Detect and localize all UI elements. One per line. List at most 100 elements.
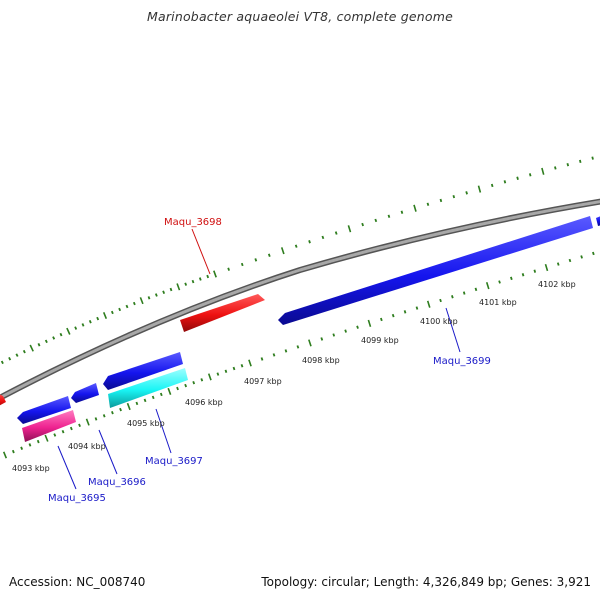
outer-tick [280, 247, 285, 255]
gene-maqu-3695[interactable] [22, 410, 76, 442]
inner-tick [474, 287, 478, 292]
inner-tick [320, 337, 324, 341]
outer-tick [198, 277, 202, 281]
gene-blue-left[interactable] [17, 396, 71, 424]
inner-tick [248, 359, 252, 367]
inner-tick [159, 392, 163, 397]
outer-tick [227, 267, 230, 271]
inner-tick [272, 353, 276, 357]
inner-tick [462, 291, 466, 295]
outer-tick [213, 270, 217, 278]
inner-tick [260, 357, 264, 361]
outer-tick [132, 301, 136, 306]
inner-tick [44, 434, 49, 442]
inner-tick [102, 414, 106, 418]
scale-label: 4100 kbp [420, 317, 458, 326]
outer-tick [413, 204, 417, 212]
inner-tick [36, 439, 40, 444]
inner-tick [403, 310, 407, 314]
outer-tick [465, 191, 468, 195]
outer-tick [88, 319, 92, 324]
outer-tick [139, 297, 144, 305]
outer-tick [81, 323, 85, 327]
leader-maqu-3696 [98, 429, 118, 475]
gene-partial-right-blue [596, 216, 600, 226]
outer-tick [59, 332, 63, 337]
gene-maqu-3697[interactable] [108, 368, 188, 408]
genome-backbone-highlight [0, 200, 600, 400]
inner-tick [135, 401, 139, 406]
outer-tick [191, 279, 195, 284]
outer-tick [579, 159, 582, 164]
inner-tick [426, 300, 431, 308]
leader-maqu-3695 [57, 445, 77, 490]
outer-tick [503, 180, 507, 184]
gene-label-maqu-3698[interactable]: Maqu_3698 [164, 217, 222, 228]
inner-tick [207, 373, 212, 381]
outer-tick [74, 326, 78, 330]
outer-tick [147, 296, 151, 300]
leader-maqu-3698 [191, 228, 211, 275]
outer-tick [254, 258, 258, 262]
outer-tick [528, 173, 532, 177]
outer-tick [267, 253, 271, 257]
inner-tick [69, 426, 73, 431]
inner-tick [143, 398, 147, 403]
outer-tick [426, 202, 430, 206]
accession-text: Accession: NC_008740 [9, 575, 146, 589]
inner-tick [78, 423, 81, 428]
gene-label-maqu-3699[interactable]: Maqu_3699 [433, 356, 491, 367]
inner-tick [592, 251, 595, 256]
inner-tick [2, 451, 8, 459]
inner-tick [533, 269, 537, 273]
gene-label-maqu-3697[interactable]: Maqu_3697 [145, 456, 203, 467]
inner-tick [451, 295, 454, 299]
outer-tick [490, 183, 494, 188]
outer-tick [169, 287, 173, 292]
genome-summary-text: Topology: circular; Length: 4,326,849 bp… [261, 575, 591, 589]
outer-tick [52, 336, 56, 340]
scale-label: 4097 kbp [244, 377, 282, 386]
gene-blue-small[interactable] [71, 383, 99, 403]
gene-partial-left-red [0, 394, 6, 406]
outer-tick [477, 185, 482, 193]
scale-label: 4098 kbp [302, 356, 340, 365]
inner-tick [284, 349, 288, 353]
outer-tick [66, 327, 71, 335]
inner-tick [184, 383, 188, 388]
outer-tick [184, 282, 188, 286]
inner-tick [556, 262, 560, 266]
inner-tick [53, 433, 57, 437]
inner-tick [415, 306, 419, 310]
inner-tick [167, 387, 172, 395]
inner-tick [332, 333, 336, 337]
scale-label: 4099 kbp [361, 336, 399, 345]
outer-tick [554, 166, 557, 170]
inner-tick-row [2, 251, 595, 459]
inner-tick [200, 378, 204, 382]
outer-tick [591, 156, 594, 160]
inner-tick [85, 418, 90, 426]
inner-tick [111, 410, 114, 415]
scale-label: 4101 kbp [479, 298, 517, 307]
inner-tick [20, 446, 24, 450]
outer-tick [162, 290, 166, 295]
inner-tick [510, 276, 513, 281]
inner-tick [176, 386, 179, 391]
outer-tick [439, 198, 443, 203]
gene-blue-upper[interactable] [103, 352, 183, 390]
outer-tick [44, 339, 48, 344]
outer-tick [0, 360, 4, 365]
outer-tick [176, 283, 181, 291]
inner-tick [232, 366, 236, 371]
gene-label-maqu-3695[interactable]: Maqu_3695 [48, 493, 106, 504]
gene-maqu-3698[interactable] [180, 294, 265, 332]
leader-maqu-3697 [155, 408, 172, 454]
inner-tick [568, 258, 572, 263]
outer-tick [347, 225, 352, 233]
gene-label-maqu-3696[interactable]: Maqu_3696 [88, 477, 146, 488]
outer-tick [516, 176, 519, 180]
gene-maqu-3699[interactable] [278, 216, 593, 325]
inner-tick [192, 380, 196, 385]
scale-label: 4095 kbp [127, 419, 165, 428]
